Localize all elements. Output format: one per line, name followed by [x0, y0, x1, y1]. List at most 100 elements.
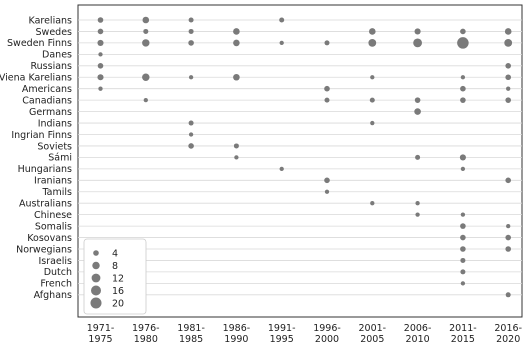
- y-tick-label: Chinese: [34, 210, 72, 221]
- data-point: [279, 40, 284, 46]
- x-tick-label: 2011-2015: [449, 323, 477, 345]
- y-tick-label: Norwegians: [16, 244, 72, 255]
- plot-area: [77, 4, 523, 318]
- y-tick-label: Dutch: [44, 267, 72, 278]
- data-point: [142, 16, 150, 24]
- data-point: [504, 28, 512, 35]
- y-tick-label: Afghans: [34, 290, 72, 301]
- data-point: [370, 201, 375, 206]
- data-point: [505, 63, 512, 69]
- gridlines: [78, 19, 522, 296]
- data-point: [505, 234, 512, 241]
- data-point: [97, 63, 104, 69]
- data-point: [324, 177, 330, 184]
- data-point: [143, 28, 149, 34]
- data-point: [370, 120, 375, 126]
- y-tick-label: Germans: [29, 107, 72, 118]
- data-point: [324, 189, 330, 194]
- y-tick-label: Somalis: [35, 221, 72, 232]
- data-point: [414, 108, 421, 115]
- data-point: [279, 17, 285, 23]
- x-tick-label: 2001-2005: [358, 323, 386, 345]
- data-point: [460, 28, 466, 35]
- data-point: [324, 97, 330, 103]
- y-tick-label: Hungarians: [18, 164, 72, 175]
- data-point: [324, 40, 330, 46]
- data-point: [460, 269, 466, 275]
- data-point: [505, 74, 512, 81]
- data-point: [460, 75, 466, 80]
- x-tick-label: 1996-2000: [313, 323, 341, 345]
- data-point: [414, 97, 421, 103]
- data-point: [97, 74, 104, 81]
- legend-label: 8: [112, 261, 118, 272]
- x-tick-label: 2016-2020: [494, 323, 522, 345]
- data-point: [460, 257, 466, 263]
- legend-label: 12: [112, 273, 124, 284]
- data-point: [142, 39, 150, 47]
- data-point: [457, 37, 469, 49]
- data-point: [188, 120, 194, 126]
- data-point: [234, 155, 239, 160]
- x-tick-label: 2006-2010: [404, 323, 432, 345]
- data-point: [233, 73, 240, 81]
- legend-marker: [90, 297, 102, 309]
- y-tick-label: Ingrian Finns: [11, 130, 72, 141]
- data-point: [415, 201, 420, 206]
- y-tick-label: Sweden Finns: [7, 38, 72, 49]
- legend-marker: [92, 261, 100, 270]
- legend-box: [83, 238, 147, 315]
- data-point: [279, 166, 284, 172]
- data-point: [505, 292, 511, 298]
- legend-marker: [91, 273, 101, 283]
- legend-marker: [91, 285, 101, 296]
- data-point: [460, 246, 466, 252]
- y-tick-label: Danes: [42, 50, 72, 61]
- y-tick-label: Karelians: [29, 15, 73, 26]
- y-tick-label: Russians: [30, 61, 72, 72]
- y-tick-label: Viena Karelians: [0, 73, 72, 84]
- data-point: [188, 28, 194, 34]
- data-point: [460, 85, 466, 92]
- data-point: [143, 97, 148, 103]
- data-point: [506, 86, 511, 91]
- y-tick-label: Kosovans: [27, 233, 72, 244]
- data-point: [97, 28, 104, 35]
- legend-label: 20: [112, 298, 124, 309]
- data-point: [97, 39, 104, 46]
- data-point: [188, 40, 194, 46]
- data-point: [142, 73, 150, 81]
- data-point: [505, 177, 512, 184]
- x-tick-label: 1991-1995: [268, 323, 296, 345]
- x-tick-label: 1981-1985: [177, 323, 205, 345]
- y-tick-label: Israelis: [38, 256, 72, 267]
- data-point: [98, 86, 103, 91]
- data-point: [505, 246, 512, 252]
- data-point: [369, 28, 376, 35]
- data-point: [414, 28, 421, 35]
- y-tick-label: Iranians: [34, 176, 72, 187]
- data-point: [413, 38, 423, 48]
- legend-label: 4: [112, 248, 118, 259]
- data-point: [460, 212, 466, 217]
- x-tick-label: 1986-1990: [223, 323, 251, 345]
- x-tick-label: 1976-1980: [132, 323, 160, 345]
- y-tick-label: Americans: [22, 84, 72, 95]
- data-point: [368, 39, 377, 47]
- y-tick-label: French: [40, 279, 72, 290]
- legend-label: 16: [112, 286, 124, 297]
- x-axis-labels: 1971-1975 1976-1980 1981-1985 1986-1990 1991…: [87, 323, 522, 345]
- data-point: [188, 17, 194, 23]
- data-point: [233, 143, 239, 149]
- data-point: [504, 39, 513, 47]
- data-point: [98, 52, 103, 57]
- data-point: [188, 75, 194, 80]
- data-point: [97, 17, 104, 23]
- data-point: [188, 143, 194, 149]
- data-point: [369, 97, 375, 103]
- data-point: [370, 75, 375, 80]
- y-tick-label: Tamils: [41, 187, 72, 198]
